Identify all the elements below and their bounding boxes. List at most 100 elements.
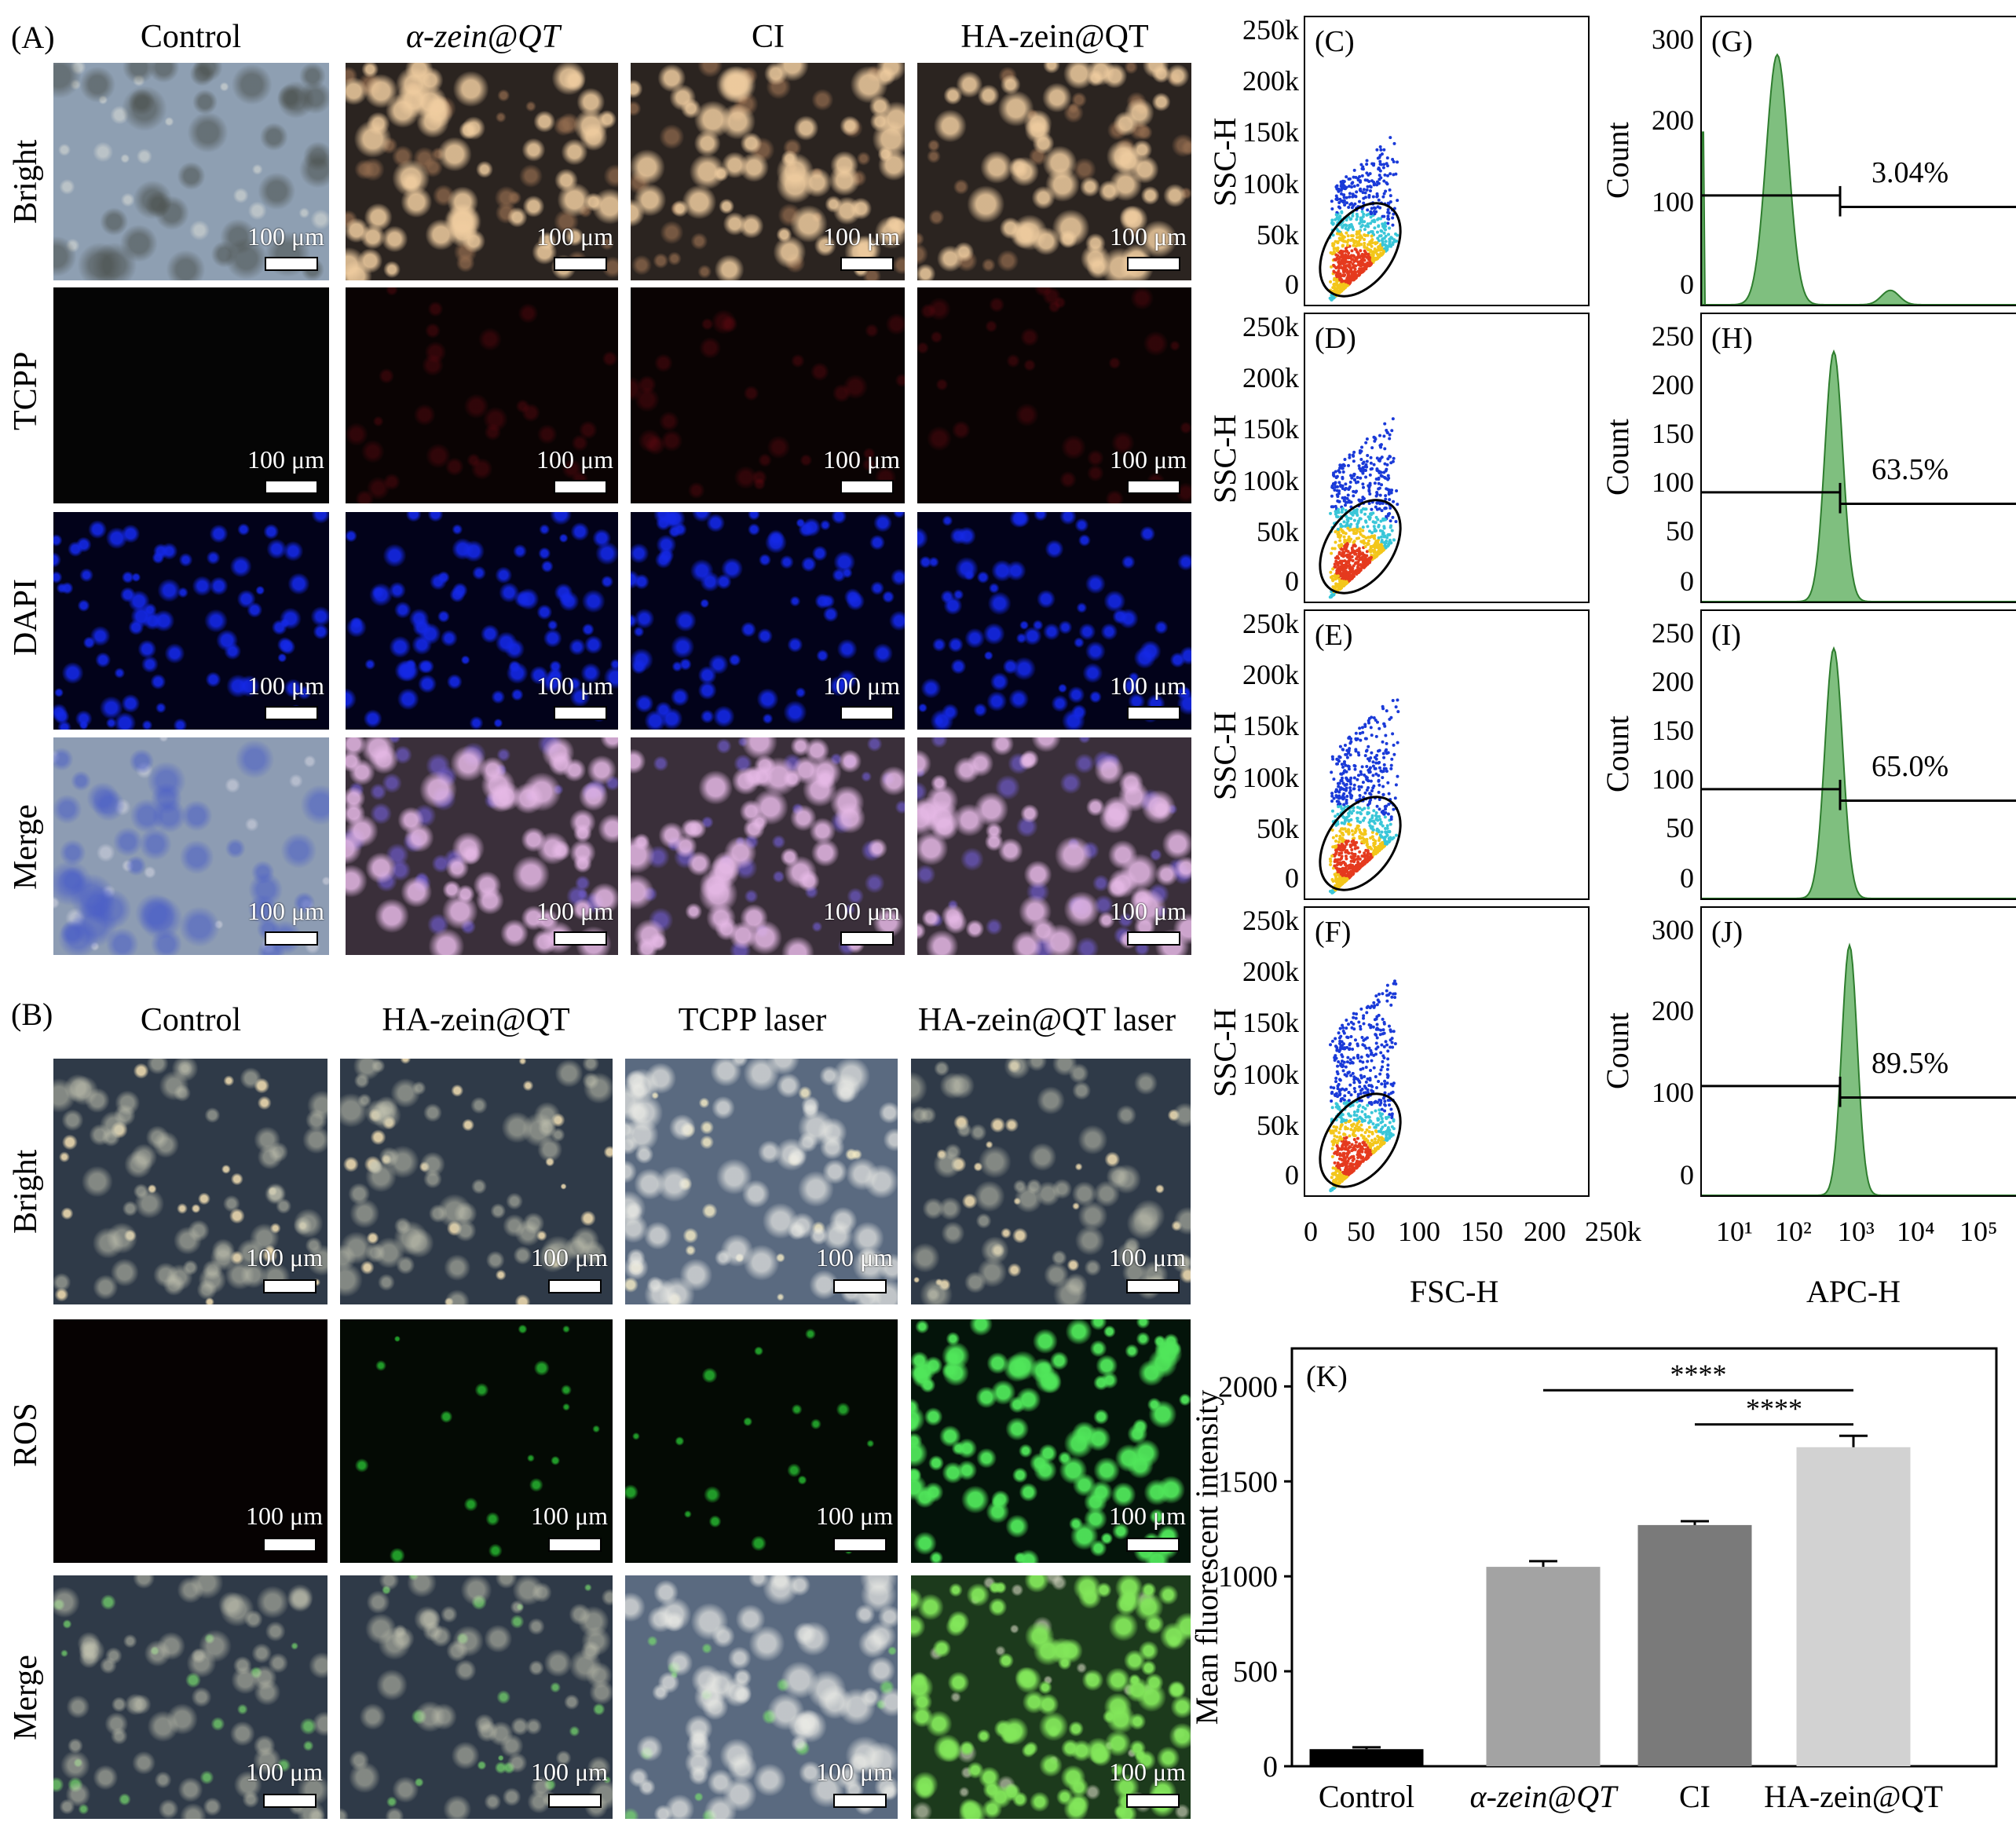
scatter-point: [1363, 238, 1367, 242]
scatter-point: [1373, 481, 1377, 485]
scatter-point: [1385, 826, 1389, 830]
scatter-panel-label: (D): [1315, 322, 1356, 355]
scatter-point: [1352, 1015, 1356, 1019]
scatter-point: [1368, 473, 1372, 477]
scatter-point: [1366, 1140, 1370, 1144]
y-tick-label: 2000: [1218, 1370, 1278, 1403]
scatter-point: [1382, 250, 1386, 254]
scatter-point: [1381, 840, 1385, 844]
scatter-point: [1385, 1132, 1389, 1136]
x-tick-label: 10⁴: [1897, 1216, 1935, 1247]
scatter-point: [1373, 1004, 1377, 1008]
scatter-point: [1336, 495, 1340, 499]
scatter-point: [1366, 185, 1370, 188]
scatter-point: [1350, 273, 1354, 276]
scatter-point: [1352, 1081, 1356, 1085]
scatter-point: [1377, 239, 1381, 243]
scatter-point: [1373, 848, 1377, 852]
scatter-point: [1352, 1087, 1356, 1091]
scatter-point: [1344, 1125, 1348, 1129]
scatter-point: [1346, 234, 1350, 238]
scatter-point: [1334, 288, 1337, 292]
histogram-curve: [1702, 53, 2016, 305]
scatter-point: [1352, 1022, 1356, 1026]
scatter-point: [1381, 845, 1385, 849]
scatter-point: [1343, 845, 1347, 849]
scatter-point: [1345, 521, 1349, 525]
scatter-point: [1340, 1158, 1344, 1162]
scatter-point: [1352, 228, 1356, 232]
scatter-point: [1379, 1028, 1383, 1032]
scatter-point: [1333, 574, 1337, 578]
scatter-point: [1362, 565, 1366, 569]
scatter-point: [1338, 867, 1342, 871]
scatter-point: [1342, 1101, 1346, 1105]
scatter-point: [1389, 991, 1392, 995]
scatter-point: [1384, 1040, 1388, 1044]
scatter-point: [1388, 226, 1392, 230]
scatter-point: [1345, 1136, 1348, 1140]
scatter-point: [1352, 529, 1356, 532]
scatter-point: [1343, 1168, 1347, 1172]
scatter-point: [1341, 848, 1345, 852]
scatter-point: [1368, 1153, 1372, 1157]
scatter-point: [1363, 191, 1367, 195]
scatter-point: [1371, 511, 1375, 515]
scatter-point: [1396, 741, 1399, 745]
scatter-point: [1370, 179, 1374, 183]
scatter-point: [1349, 818, 1353, 821]
scatter-point: [1389, 491, 1393, 495]
scatter-point: [1347, 260, 1351, 264]
significance-stars: ****: [1746, 1393, 1802, 1425]
micrograph-tile: 100 μm: [53, 63, 329, 280]
y-tick-label: 0: [1285, 565, 1299, 597]
scatter-point: [1347, 1099, 1351, 1103]
micrograph-tile: 100 μm: [917, 512, 1191, 730]
scatter-point: [1384, 494, 1388, 498]
scatter-point: [1370, 1085, 1374, 1088]
scatter-point: [1352, 1113, 1356, 1117]
scatter-point: [1382, 723, 1386, 726]
micrograph-tile: 100 μm: [917, 737, 1191, 955]
scatter-point: [1356, 846, 1359, 850]
scatter-point: [1359, 476, 1363, 480]
scatter-point: [1394, 833, 1398, 837]
scatter-point: [1356, 825, 1359, 829]
scatter-point: [1342, 762, 1346, 766]
scatter-point: [1348, 195, 1352, 199]
y-axis-label: SSC-H: [1207, 1008, 1242, 1097]
scale-bar-label: 100 μm: [245, 1502, 323, 1530]
scatter-point: [1359, 785, 1363, 788]
scatter-point: [1381, 704, 1385, 708]
y-tick-label: 0: [1680, 565, 1694, 597]
scatter-point: [1348, 823, 1352, 827]
scatter-point: [1391, 1084, 1395, 1088]
scatter-point: [1375, 492, 1379, 496]
scatter-point: [1377, 198, 1381, 202]
scatter-point: [1384, 749, 1388, 753]
scatter-point: [1329, 1085, 1333, 1089]
scatter-point: [1386, 217, 1390, 221]
scatter-point: [1386, 1075, 1390, 1079]
scatter-point: [1336, 249, 1340, 253]
y-tick-label: 250k: [1242, 608, 1299, 639]
scatter-point: [1370, 734, 1374, 737]
scatter-point: [1345, 243, 1349, 247]
scatter-point: [1384, 469, 1388, 473]
scatter-point: [1338, 539, 1342, 543]
x-tick-label: 150: [1461, 1216, 1503, 1247]
scatter-point: [1333, 276, 1337, 280]
scatter-point: [1376, 1134, 1380, 1138]
scatter-point: [1389, 172, 1392, 176]
scatter-point: [1359, 1088, 1363, 1092]
scatter-point: [1392, 173, 1396, 177]
x-category-label: Control: [1319, 1779, 1414, 1814]
scatter-point: [1348, 223, 1352, 227]
scatter-point: [1369, 215, 1373, 219]
scatter-point: [1371, 838, 1375, 842]
y-tick-label: 0: [1285, 269, 1299, 300]
scatter-point: [1367, 1148, 1371, 1152]
scatter-point: [1353, 264, 1357, 268]
scatter-point: [1366, 208, 1370, 212]
scale-bar: [840, 706, 894, 720]
